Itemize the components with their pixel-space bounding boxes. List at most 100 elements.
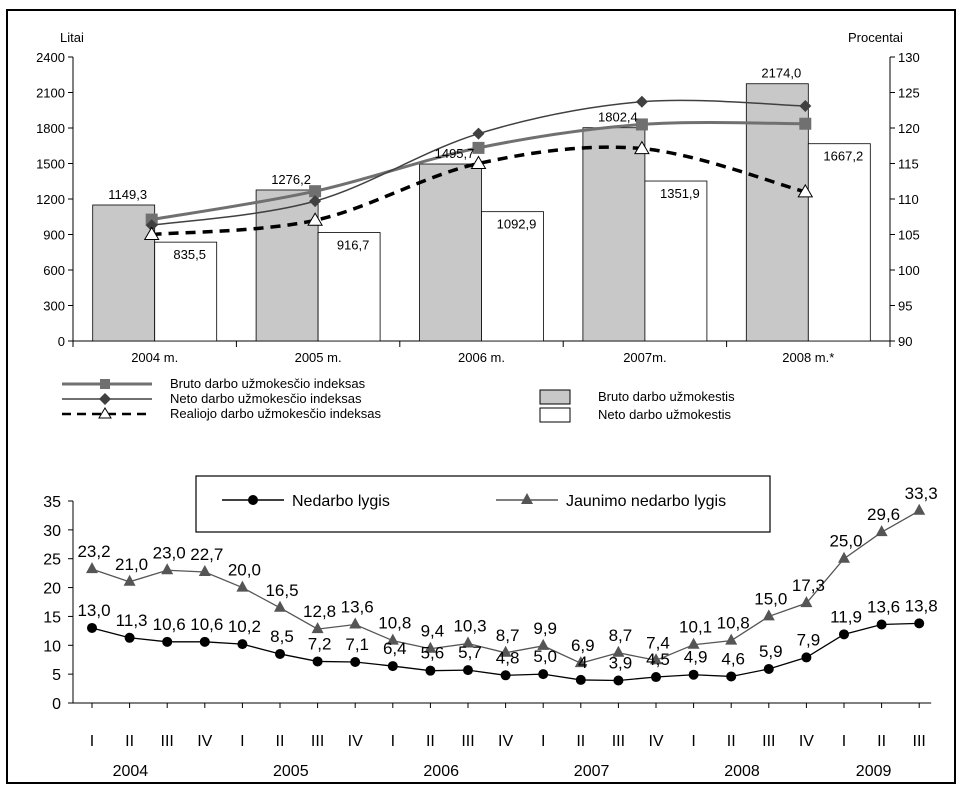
right-tick-label: 100 [898,263,920,278]
neto-bar-label: 916,7 [337,238,370,253]
unemployment-value-label: 10,6 [190,615,223,634]
quarter-label: II [576,733,585,750]
bruto-bar [582,127,646,342]
unemployment-value-label: 11,3 [116,611,148,630]
unemployment-point [237,639,248,650]
legend-label-neto: Neto darbo užmokestis [598,407,731,422]
bruto-bar [745,83,809,342]
youth-value-label: 8,7 [496,626,520,645]
bruto-index-point [472,141,485,154]
top-axes: 0 300 600 900 1200 1500 1800 2100 2400 90 95 100 105… [36,50,920,365]
youth-value-label: 10,8 [378,614,411,633]
neto-bar-label: 1667,2 [823,149,863,164]
youth-point [875,525,888,537]
left-axis-label: Litai [60,30,84,45]
unemployment-value-label: 4,6 [721,649,745,668]
quarter-label: II [727,733,736,750]
unemployment-legend: Nedarbo lygis Jaunimo nedarbo lygis [195,475,771,533]
unemployment-point [801,652,812,663]
bruto-bar-label: 2174,0 [761,66,801,81]
youth-point [386,633,399,645]
youth-point [913,503,926,515]
real-index-point [143,226,160,240]
quarter-label: IV [348,733,363,750]
youth-point [236,580,249,592]
bruto-index-point [799,117,812,130]
youth-point [161,563,174,575]
youth-value-label: 16,5 [265,581,298,600]
real-index-point [797,183,814,198]
unemployment-labels: 23,221,023,0 22,720,016,512,8 13,610,8 9,4 1… [77,484,937,673]
unemployment-point [312,656,323,667]
bruto-bar-label: 1149,3 [108,187,147,202]
quarter-label: I [541,733,545,750]
youth-value-label: 23,0 [153,543,186,562]
quarter-label: III [612,733,625,750]
youth-point [574,656,587,668]
quarter-label: III [762,733,775,750]
legend-marker-bruto-index [100,379,110,389]
bottom-y-tick-label: 30 [43,523,61,540]
bottom-y-tick-label: 35 [43,494,61,511]
left-tick-label: 0 [58,334,65,349]
right-tick-label: 90 [898,334,912,349]
youth-value-label: 13,6 [341,598,374,617]
quarter-label: I [240,733,244,750]
bruto-bar [255,189,319,342]
unemployment-point [538,669,549,680]
unemployment-point [575,674,586,685]
legend-box [195,475,771,533]
youth-point [612,645,625,657]
bottom-y-tick-label: 5 [52,667,61,684]
quarter-label: II [125,733,134,750]
real-index-line [151,145,806,237]
youth-value-label: 10,8 [717,614,750,633]
x-tick-label: 2008 m.* [782,350,834,365]
bruto-index-point [309,185,322,198]
unemployment-value-label: 10,2 [228,617,261,636]
unemployment-point [726,671,737,682]
legend-label-real-index: Realiojo darbo užmokesčio indeksas [170,406,382,421]
unemployment-point [387,661,398,672]
unemployment-value-label: 5,6 [421,644,445,663]
unemployment-value-label: 13,0 [77,601,110,620]
youth-point [198,564,211,576]
youth-point [274,600,286,612]
unemployment-value-label: 11,9 [830,607,862,626]
youth-point [687,637,700,649]
unemployment-point [463,665,473,676]
legend-label-bruto: Bruto darbo užmokestis [598,389,735,404]
youth-value-label: 6,9 [571,636,595,655]
index-lines [143,95,814,240]
bruto-bar [419,163,482,342]
unemployment-point [350,657,361,668]
youth-value-label: 10,3 [453,617,486,636]
wage-bar-labels: 1149,3 1276,2 1495,7 1802,4 2174,0 835,5 916,7… [108,66,863,262]
youth-point [499,645,512,657]
x-tick-label: 2006 m. [458,350,505,365]
youth-point [650,653,662,665]
youth-point [537,638,550,650]
left-tick-label: 2100 [36,86,65,101]
neto-bar-label: 835,5 [173,247,206,262]
neto-bar [154,241,218,342]
right-tick-label: 95 [898,299,912,314]
quarter-label: I [90,733,94,750]
legend-marker-unemployment [248,495,258,505]
bottom-y-tick-label: 10 [43,638,61,655]
legend-swatch-neto [539,407,571,423]
youth-value-label: 7,4 [646,633,670,652]
bottom-y-tick-label: 15 [43,609,61,626]
unemployment-value-label: 7,2 [308,634,332,653]
real-index-point [634,140,650,155]
neto-bar [807,143,871,342]
left-tick-label: 1500 [36,157,65,172]
unemployment-point [425,665,436,676]
quarter-label: IV [799,733,814,750]
unemployment-point [162,636,173,647]
bottom-y-tick-label: 20 [43,581,61,598]
right-tick-label: 105 [898,228,920,243]
